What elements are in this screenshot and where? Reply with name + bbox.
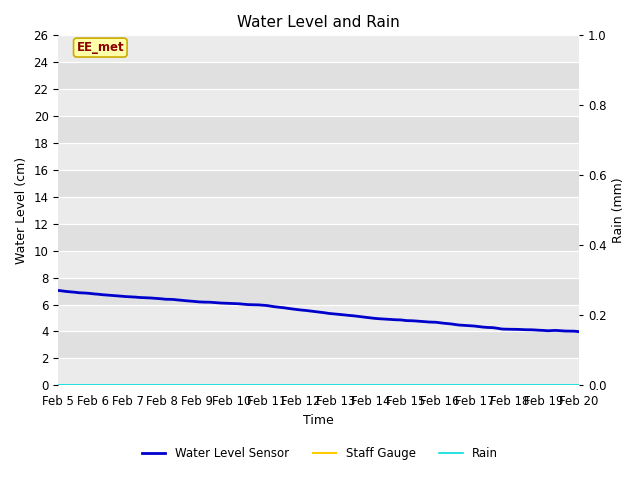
- Rain: [575, 383, 582, 388]
- Bar: [58, 62, 579, 89]
- Water Level Sensor: [563, 328, 570, 334]
- Y-axis label: Rain (mm): Rain (mm): [612, 178, 625, 243]
- Water Level Sensor: [575, 329, 582, 335]
- Bar: [58, 251, 579, 277]
- Bar: [58, 36, 579, 62]
- Y-axis label: Water Level (cm): Water Level (cm): [15, 157, 28, 264]
- Bar: [58, 224, 579, 251]
- X-axis label: Time: Time: [303, 414, 334, 427]
- Water Level Sensor: [305, 308, 312, 314]
- Bar: [58, 332, 579, 359]
- Rain: [364, 383, 372, 388]
- Rain: [336, 383, 344, 388]
- Rain: [305, 383, 312, 388]
- Water Level Sensor: [481, 324, 489, 330]
- Bar: [58, 170, 579, 197]
- Water Level Sensor: [336, 312, 344, 317]
- Bar: [58, 143, 579, 170]
- Bar: [58, 197, 579, 224]
- Bar: [58, 116, 579, 143]
- Water Level Sensor: [54, 288, 62, 293]
- Rain: [563, 383, 570, 388]
- Line: Water Level Sensor: Water Level Sensor: [58, 290, 579, 332]
- Water Level Sensor: [364, 315, 372, 321]
- Title: Water Level and Rain: Water Level and Rain: [237, 15, 400, 30]
- Legend: Water Level Sensor, Staff Gauge, Rain: Water Level Sensor, Staff Gauge, Rain: [137, 442, 503, 465]
- Bar: [58, 277, 579, 304]
- Text: EE_met: EE_met: [77, 41, 124, 54]
- Rain: [481, 383, 489, 388]
- Bar: [58, 89, 579, 116]
- Bar: [58, 359, 579, 385]
- Bar: [58, 304, 579, 332]
- Rain: [54, 383, 62, 388]
- Rain: [301, 383, 309, 388]
- Water Level Sensor: [301, 308, 309, 313]
